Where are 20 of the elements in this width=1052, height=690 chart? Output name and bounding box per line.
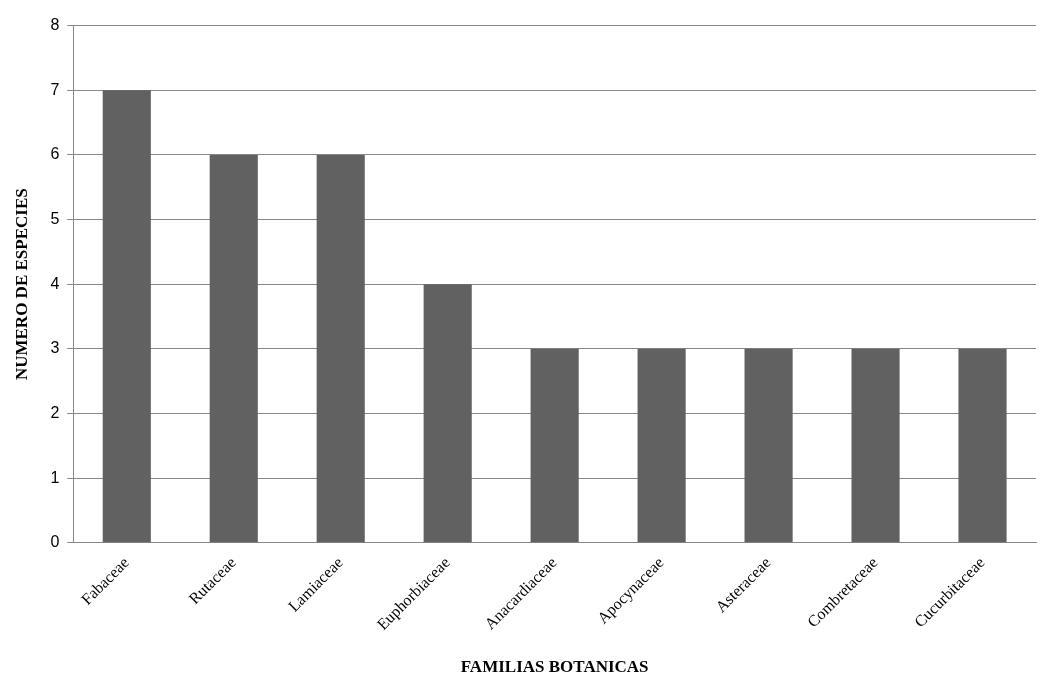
y-tick-label: 8 [50,16,60,34]
y-tick-label: 1 [50,468,60,486]
bar [851,348,900,543]
x-axis-title: FAMILIAS BOTANICAS [460,657,649,677]
y-tick-label: 5 [50,209,60,227]
y-tick-label: 4 [50,274,60,292]
bar [209,154,258,543]
bar [423,284,472,543]
y-tick-label: 2 [50,403,60,421]
y-tick-label: 7 [50,80,60,98]
bar [744,348,793,543]
bar [102,90,151,543]
y-tick-label: 3 [50,339,60,357]
y-axis-title: NUMERO DE ESPECIES [11,188,31,381]
y-tick-label: 0 [50,533,60,551]
bar [958,348,1007,543]
bar [316,154,365,543]
y-tick-label: 6 [50,145,60,163]
bar [530,348,579,543]
bar [637,348,686,543]
